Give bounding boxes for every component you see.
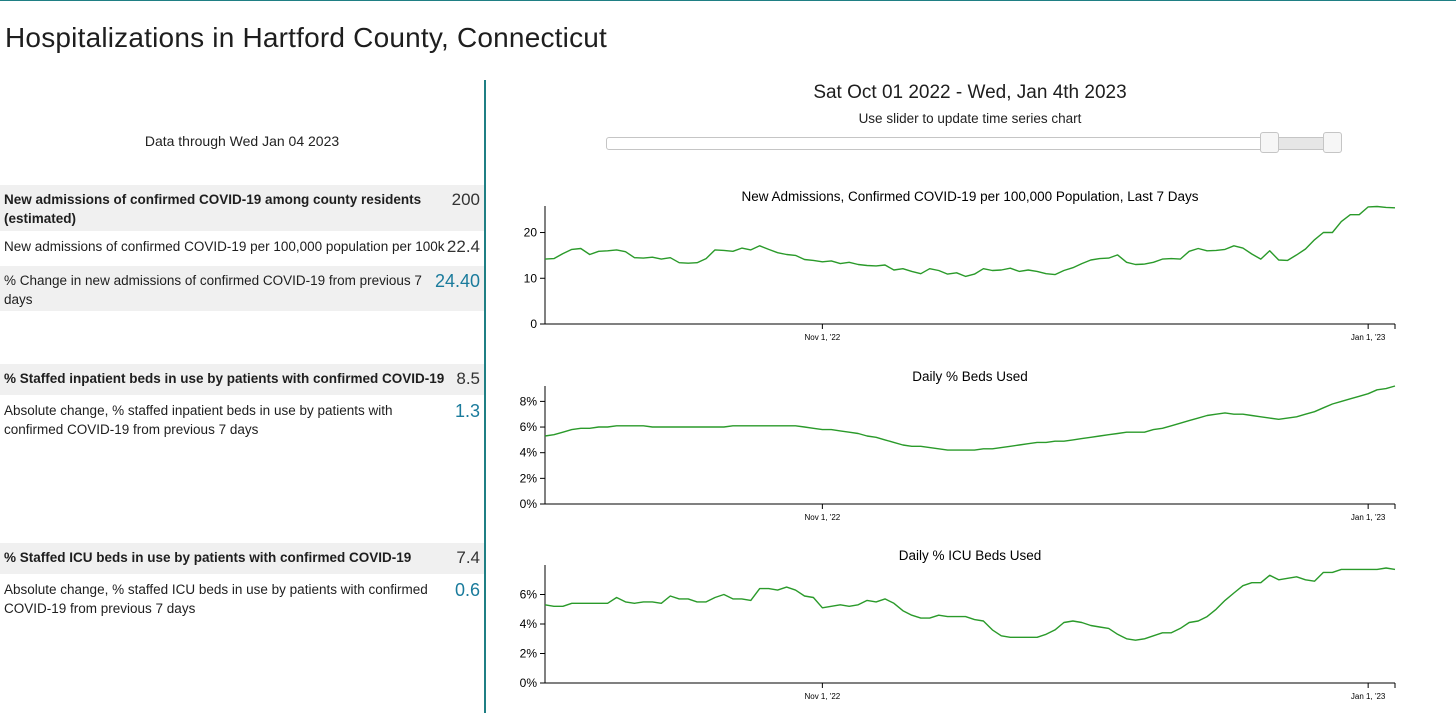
chart-title: Daily % ICU Beds Used <box>899 548 1042 563</box>
metric-row-new-admissions: New admissions of confirmed COVID-19 amo… <box>0 185 484 231</box>
metric-value: 8.5 <box>456 369 480 388</box>
chart-title: New Admissions, Confirmed COVID-19 per 1… <box>742 189 1199 204</box>
metric-value: 1.3 <box>454 401 480 421</box>
y-tick-label: 2% <box>520 471 538 485</box>
y-tick-label: 6% <box>520 420 538 434</box>
metric-label: Absolute change, % staffed inpatient bed… <box>4 403 393 437</box>
y-tick-label: 4% <box>520 446 538 460</box>
metric-row-inpatient-beds-change: Absolute change, % staffed inpatient bed… <box>0 396 484 442</box>
series-line <box>544 205 1396 278</box>
metric-row-icu-beds: % Staffed ICU beds in use by patients wi… <box>0 543 484 574</box>
metric-row-admissions-pct-change: % Change in new admissions of confirmed … <box>0 266 484 311</box>
series-line <box>544 385 1396 451</box>
top-accent-line <box>0 0 1456 1</box>
metric-value: 22.4 <box>446 237 480 256</box>
date-range-title: Sat Oct 01 2022 - Wed, Jan 4th 2023 <box>813 82 1127 103</box>
metric-value: 0.6 <box>454 580 480 600</box>
metric-label: % Staffed ICU beds in use by patients wi… <box>4 550 412 565</box>
metric-label: % Change in new admissions of confirmed … <box>4 273 422 307</box>
metric-row-admissions-per-100k: New admissions of confirmed COVID-19 per… <box>0 232 484 266</box>
metric-row-inpatient-beds: % Staffed inpatient beds in use by patie… <box>0 364 484 395</box>
series-line <box>544 567 1396 641</box>
slider-selected-range[interactable] <box>1269 138 1333 149</box>
slider-start-handle[interactable] <box>1260 132 1279 153</box>
metric-row-icu-beds-change: Absolute change, % staffed ICU beds in u… <box>0 575 484 621</box>
data-through-date: Data through Wed Jan 04 2023 <box>144 133 340 149</box>
metric-value: 7.4 <box>456 548 480 567</box>
x-tick-label: Jan 1, '23 <box>1351 333 1386 342</box>
x-tick-label: Nov 1, '22 <box>804 513 840 522</box>
metric-label: New admissions of confirmed COVID-19 amo… <box>4 192 422 226</box>
panel-divider <box>484 80 486 713</box>
y-tick-label: 4% <box>520 617 538 631</box>
y-tick-label: 10 <box>524 271 538 285</box>
slider-hint: Use slider to update time series chart <box>858 111 1082 126</box>
x-tick-label: Jan 1, '23 <box>1351 692 1386 701</box>
metric-label: Absolute change, % staffed ICU beds in u… <box>4 582 428 616</box>
page-title: Hospitalizations in Hartford County, Con… <box>5 22 608 53</box>
y-tick-label: 20 <box>524 226 538 240</box>
chart-daily-icu-beds-used: Daily % ICU Beds Used 0% 2% 4% 6% Nov 1, '22 J… <box>520 548 1396 701</box>
x-tick-label: Nov 1, '22 <box>804 333 840 342</box>
x-tick-label: Nov 1, '22 <box>804 692 840 701</box>
chart-title: Daily % Beds Used <box>912 369 1028 384</box>
slider-end-handle[interactable] <box>1323 132 1342 153</box>
x-tick-label: Jan 1, '23 <box>1351 513 1386 522</box>
y-tick-label: 2% <box>520 647 538 661</box>
chart-new-admissions: New Admissions, Confirmed COVID-19 per 1… <box>524 189 1396 342</box>
chart-daily-beds-used: Daily % Beds Used 0% 2% 4% 6% 8% Nov 1, '22 Jan… <box>520 369 1396 522</box>
metric-value: 24.40 <box>434 271 480 291</box>
y-tick-label: 8% <box>520 394 538 408</box>
y-tick-label: 6% <box>520 588 538 602</box>
y-tick-label: 0% <box>520 676 538 690</box>
metric-value: 200 <box>451 190 480 209</box>
slider-track[interactable] <box>606 137 1342 150</box>
metric-label: % Staffed inpatient beds in use by patie… <box>4 371 445 386</box>
y-tick-label: 0 <box>530 317 537 331</box>
metric-label: New admissions of confirmed COVID-19 per… <box>4 239 445 254</box>
y-tick-label: 0% <box>520 497 538 511</box>
